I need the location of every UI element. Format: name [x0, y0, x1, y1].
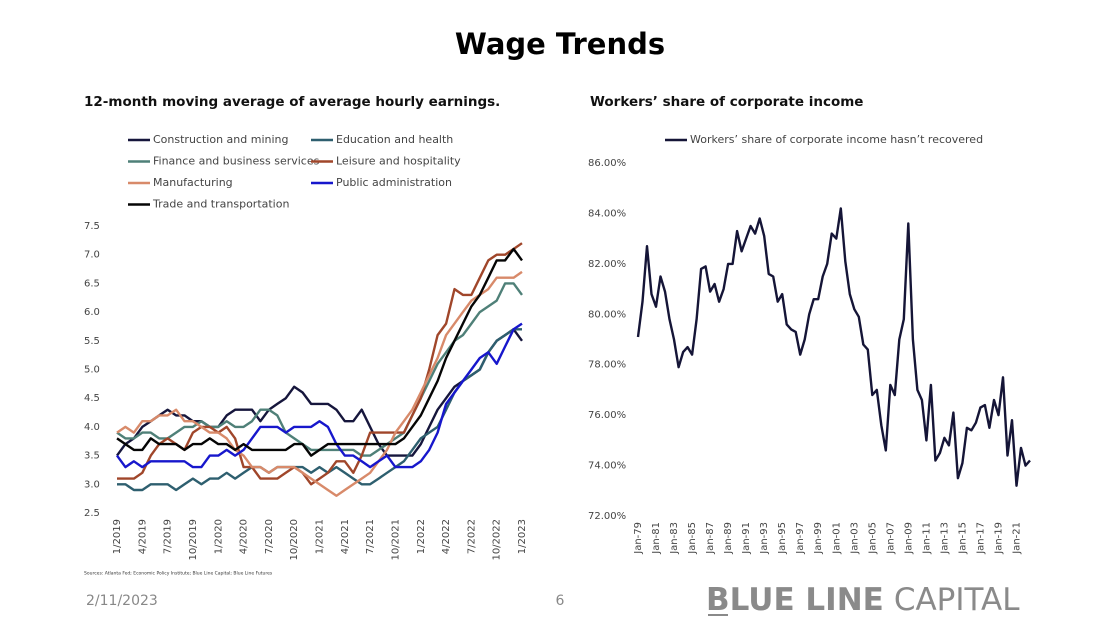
- series-line: [116, 322, 523, 469]
- x-tick-label: 4/2022: [441, 519, 452, 554]
- x-tick-label: Jan-83: [669, 522, 680, 555]
- x-tick-label: Jan-17: [975, 522, 986, 555]
- x-tick-label: Jan-85: [687, 522, 698, 555]
- chart-title: Workers’ share of corporate income: [590, 94, 863, 110]
- x-tick-label: Jan-03: [849, 522, 860, 555]
- x-tick-label: Jan-09: [903, 522, 914, 555]
- series-line: [116, 282, 523, 457]
- x-tick-label: 7/2021: [365, 519, 376, 554]
- x-tick-label: 1/2022: [416, 519, 427, 554]
- x-tick-label: Jan-15: [957, 522, 968, 555]
- x-tick-label: 10/2022: [492, 519, 503, 561]
- x-tick-label: 10/2020: [289, 519, 300, 561]
- series-line: [116, 270, 523, 497]
- y-tick-label: 72.00%: [588, 511, 626, 522]
- legend-label: Trade and transportation: [152, 198, 289, 211]
- legend-label: Manufacturing: [153, 176, 233, 189]
- x-tick-label: Jan-07: [885, 522, 896, 555]
- y-tick-label: 82.00%: [588, 259, 626, 270]
- y-tick-label: 7.0: [84, 250, 100, 261]
- chart-title: 12-month moving average of average hourl…: [84, 94, 500, 110]
- x-tick-label: 1/2023: [517, 519, 528, 554]
- legend-label: Construction and mining: [153, 133, 288, 146]
- x-tick-label: Jan-91: [741, 522, 752, 555]
- legend-label: Workers’ share of corporate income hasn’…: [690, 133, 983, 146]
- x-tick-label: 1/2021: [315, 519, 326, 554]
- x-tick-label: 7/2019: [163, 519, 174, 554]
- series-line: [116, 328, 523, 457]
- x-tick-label: Jan-99: [813, 522, 824, 555]
- x-tick-label: 4/2021: [340, 519, 351, 554]
- series-line: [636, 207, 1031, 487]
- y-tick-label: 3.0: [84, 479, 100, 490]
- y-tick-label: 4.0: [84, 422, 100, 433]
- x-tick-label: Jan-97: [795, 522, 806, 555]
- x-tick-label: 10/2019: [188, 519, 199, 561]
- series-line: [117, 242, 523, 486]
- y-tick-label: 5.5: [84, 336, 100, 347]
- legend-label: Leisure and hospitality: [336, 155, 461, 168]
- x-tick-label: 4/2020: [239, 519, 250, 554]
- y-tick-label: 4.5: [84, 393, 100, 404]
- x-tick-label: Jan-13: [939, 522, 950, 555]
- x-tick-label: 1/2019: [112, 519, 123, 554]
- y-tick-label: 86.00%: [588, 158, 626, 169]
- slide-title: Wage Trends: [455, 27, 665, 61]
- y-tick-label: 6.5: [84, 278, 100, 289]
- x-tick-label: 7/2020: [264, 519, 275, 554]
- x-tick-label: Jan-95: [777, 522, 788, 555]
- x-tick-label: Jan-05: [867, 522, 878, 555]
- y-tick-label: 74.00%: [588, 461, 626, 472]
- y-tick-label: 84.00%: [588, 208, 626, 219]
- y-tick-label: 3.5: [84, 451, 100, 462]
- x-tick-label: Jan-01: [831, 522, 842, 555]
- logo-bold: BLUE LINE: [706, 582, 884, 618]
- logo: BLUE LINE CAPITAL: [706, 582, 1020, 618]
- x-tick-label: Jan-81: [651, 522, 662, 555]
- x-tick-label: Jan-79: [633, 522, 644, 555]
- x-tick-label: 7/2022: [466, 519, 477, 554]
- series-line: [116, 247, 523, 457]
- legend-label: Finance and business services: [153, 155, 320, 168]
- y-tick-label: 76.00%: [588, 410, 626, 421]
- logo-light: CAPITAL: [894, 582, 1020, 618]
- y-tick-label: 5.0: [84, 365, 100, 376]
- date: 2/11/2023: [86, 593, 158, 609]
- x-tick-label: 1/2020: [213, 519, 224, 554]
- x-tick-label: Jan-89: [723, 522, 734, 555]
- y-tick-label: 7.5: [84, 221, 100, 232]
- x-tick-label: Jan-19: [993, 522, 1004, 555]
- x-tick-label: Jan-11: [921, 522, 932, 555]
- x-tick-label: Jan-93: [759, 522, 770, 555]
- y-tick-label: 2.5: [84, 508, 100, 519]
- y-tick-label: 80.00%: [588, 309, 626, 320]
- source-note: Sources: Atlanta Fed; Economic Policy In…: [84, 571, 273, 577]
- x-tick-label: 4/2019: [137, 519, 148, 554]
- x-tick-label: Jan-21: [1011, 522, 1022, 555]
- series-line: [117, 328, 522, 492]
- legend-label: Education and health: [336, 133, 453, 146]
- legend-label: Public administration: [336, 176, 452, 189]
- y-tick-label: 78.00%: [588, 360, 626, 371]
- y-tick-label: 6.0: [84, 307, 100, 318]
- x-tick-label: 10/2021: [390, 519, 401, 561]
- x-tick-label: Jan-87: [705, 522, 716, 555]
- page-number: 6: [556, 593, 565, 609]
